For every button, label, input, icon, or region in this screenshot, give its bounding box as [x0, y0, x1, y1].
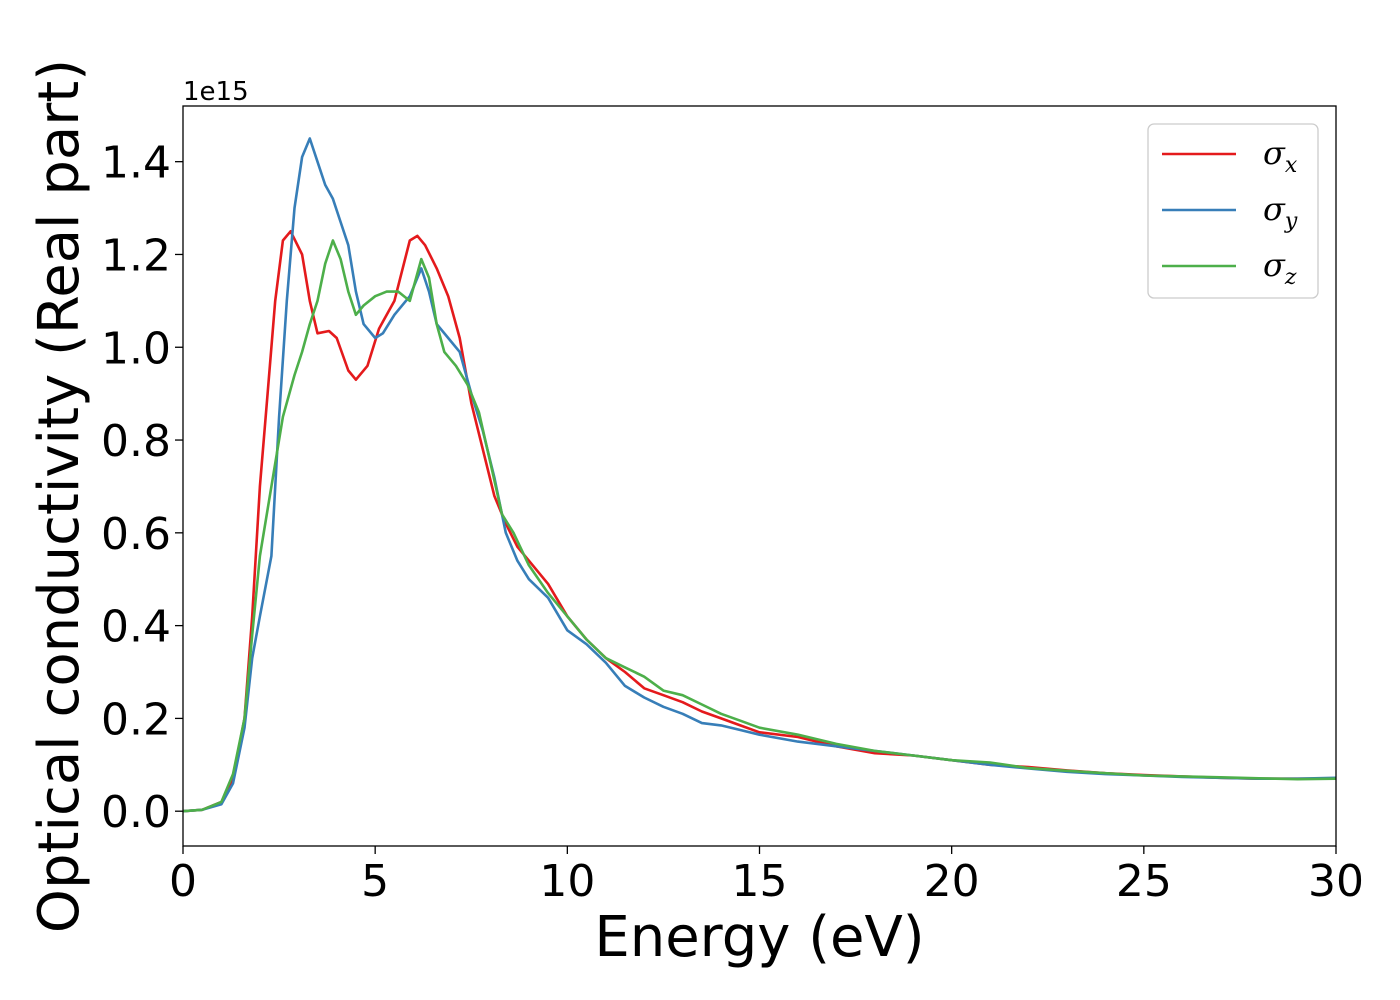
series-layer [182, 137, 1337, 813]
x-axis-title: Energy (eV) [594, 905, 924, 970]
legend-label-x: σx [1263, 134, 1298, 178]
x-tick-label: 20 [924, 856, 980, 907]
y-offset-label: 1e15 [183, 77, 249, 107]
series-line-x [182, 230, 1336, 813]
x-axis-ticks: 0 5 10 15 20 25 30 [169, 846, 1364, 907]
y-tick-label: 0.2 [101, 694, 171, 745]
legend: σx σy σz [1147, 123, 1319, 299]
y-tick-label: 0.0 [101, 787, 171, 838]
y-axis-title: Optical conductivity (Real part) [27, 59, 92, 933]
x-tick-label: 30 [1308, 856, 1364, 907]
x-tick-label: 0 [169, 856, 197, 907]
x-tick-label: 10 [539, 856, 595, 907]
y-tick-label: 0.6 [101, 509, 171, 560]
y-tick-label: 1.4 [101, 138, 171, 189]
y-tick-label: 1.0 [101, 323, 171, 374]
legend-label-z: σz [1263, 246, 1297, 290]
y-axis-ticks: 0.0 0.2 0.4 0.6 0.8 1.0 1.2 1.4 [101, 138, 183, 838]
y-tick-label: 0.8 [101, 416, 171, 467]
x-tick-label: 15 [732, 856, 788, 907]
y-tick-label: 1.2 [101, 230, 171, 281]
x-tick-label: 5 [361, 856, 389, 907]
legend-label-y: σy [1263, 190, 1298, 234]
y-tick-label: 0.4 [101, 602, 171, 653]
series-line-z [182, 239, 1337, 813]
x-tick-label: 25 [1116, 856, 1172, 907]
